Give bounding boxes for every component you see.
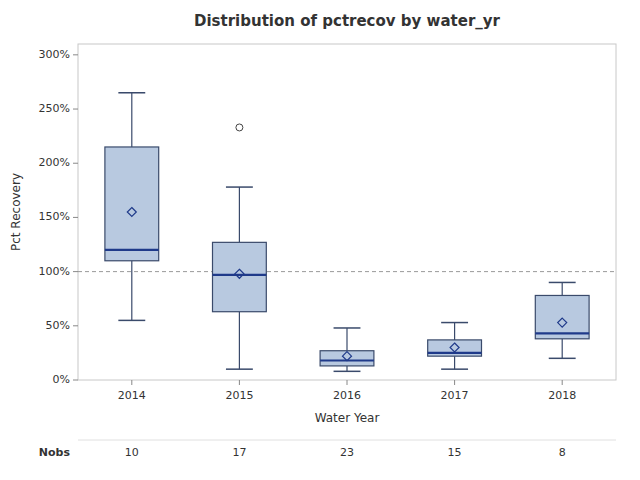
whisker-high — [239, 187, 240, 242]
cap-low — [226, 368, 253, 370]
whisker-low — [131, 261, 132, 321]
median — [213, 274, 267, 276]
nobs-value: 8 — [559, 446, 566, 459]
whisker-low — [346, 366, 347, 371]
x-tick-label: 2018 — [548, 389, 576, 402]
cap-high — [226, 186, 253, 188]
y-tick — [73, 163, 78, 164]
whisker-high — [346, 328, 347, 351]
chart-svg: 0% 50% 100% 150% 200% 250% 300% 2014 2015 2016 201… — [0, 0, 640, 480]
x-tick — [131, 380, 132, 385]
x-tick — [347, 380, 348, 385]
x-tick-label: 2014 — [118, 389, 146, 402]
whisker-high — [562, 282, 563, 295]
chart-container: 0% 50% 100% 150% 200% 250% 300% 2014 2015 2016 201… — [0, 0, 640, 480]
nobs-value: 17 — [232, 446, 246, 459]
y-tick-label: 0% — [53, 373, 70, 386]
nobs-value: 10 — [125, 446, 139, 459]
cap-low — [334, 371, 361, 373]
box — [535, 295, 589, 338]
reference-line — [78, 271, 616, 272]
x-tick-label: 2017 — [441, 389, 469, 402]
cap-low — [549, 358, 576, 360]
whisker-low — [239, 312, 240, 369]
y-tick-label: 300% — [39, 48, 70, 61]
box — [320, 351, 374, 366]
y-tick — [73, 325, 78, 326]
y-tick — [73, 217, 78, 218]
whisker-low — [562, 339, 563, 359]
cap-high — [118, 92, 145, 94]
y-tick-label: 200% — [39, 156, 70, 169]
mean-marker — [558, 318, 567, 327]
cap-high — [441, 322, 468, 324]
whisker-high — [131, 93, 132, 147]
cap-low — [118, 320, 145, 322]
y-tick-label: 100% — [39, 265, 70, 278]
cap-high — [549, 282, 576, 284]
y-tick — [73, 54, 78, 55]
median — [535, 332, 589, 334]
y-tick-label: 150% — [39, 210, 70, 223]
box — [105, 147, 159, 261]
flier — [236, 124, 243, 131]
x-tick-label: 2015 — [225, 389, 253, 402]
cap-high — [334, 327, 361, 329]
plot-frame — [78, 44, 616, 380]
nobs-label: Nobs — [39, 446, 71, 459]
x-tick — [562, 380, 563, 385]
box — [213, 242, 267, 311]
y-tick — [73, 109, 78, 110]
nobs-value: 23 — [340, 446, 354, 459]
x-tick-label: 2016 — [333, 389, 361, 402]
nobs-separator — [78, 440, 616, 441]
mean-marker — [343, 352, 352, 361]
marks — [78, 93, 616, 372]
mean-marker — [235, 269, 244, 278]
mean-marker — [127, 208, 136, 217]
whisker-high — [454, 323, 455, 340]
y-tick — [73, 271, 78, 272]
y-axis-label: Pct Recovery — [9, 173, 23, 251]
x-tick — [454, 380, 455, 385]
median — [105, 249, 159, 251]
cap-low — [441, 368, 468, 370]
mean-marker — [450, 343, 459, 352]
whisker-low — [454, 356, 455, 369]
x-axis-label: Water Year — [315, 411, 380, 425]
title: Distribution of pctrecov by water_yr — [194, 12, 501, 30]
y-tick — [73, 380, 78, 381]
x-tick — [239, 380, 240, 385]
nobs-value: 15 — [448, 446, 462, 459]
box — [428, 340, 482, 356]
y-tick-label: 250% — [39, 102, 70, 115]
y-tick-label: 50% — [46, 319, 70, 332]
